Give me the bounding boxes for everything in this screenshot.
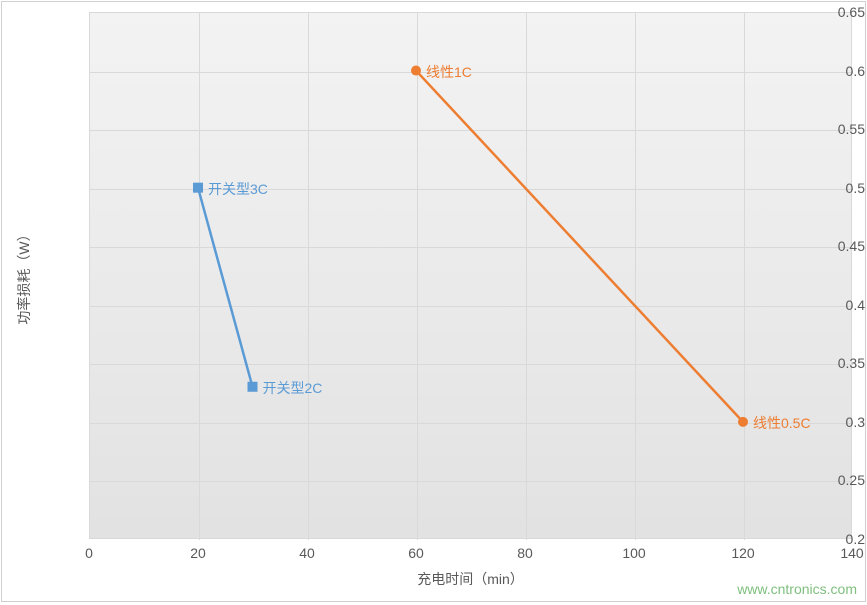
x-tick-label: 140 (840, 545, 863, 561)
data-label-linear-0: 线性1C (426, 62, 472, 82)
x-tick-label: 100 (622, 545, 645, 561)
marker-linear-0 (411, 66, 421, 76)
y-tick-label: 0.35 (786, 355, 865, 371)
x-tick-label: 120 (731, 545, 754, 561)
marker-switching-0 (193, 183, 203, 193)
data-label-switching-0: 开关型3C (208, 179, 268, 199)
y-tick-label: 0.4 (786, 297, 865, 313)
x-tick-label: 20 (190, 545, 206, 561)
series-line-switching (198, 188, 253, 387)
x-tick-label: 60 (408, 545, 424, 561)
watermark: www.cntronics.com (737, 581, 857, 597)
y-tick-label: 0.2 (786, 531, 865, 547)
y-tick-label: 0.45 (786, 238, 865, 254)
y-tick-label: 0.25 (786, 472, 865, 488)
marker-switching-1 (248, 382, 258, 392)
y-tick-label: 0.5 (786, 180, 865, 196)
x-tick-label: 0 (85, 545, 93, 561)
marker-linear-1 (738, 417, 748, 427)
y-tick-label: 0.55 (786, 121, 865, 137)
y-axis-label: 功率损耗（W） (14, 227, 34, 324)
data-label-switching-1: 开关型2C (263, 378, 323, 398)
y-tick-label: 0.65 (786, 4, 865, 20)
plot-svg (2, 2, 867, 605)
chart-container: 020406080100120140 0.20.250.30.350.40.45… (1, 1, 866, 602)
x-axis-label: 充电时间（min） (417, 569, 524, 589)
data-label-linear-1: 线性0.5C (753, 413, 811, 433)
series-line-linear (416, 71, 743, 422)
x-tick-label: 40 (299, 545, 315, 561)
x-tick-label: 80 (517, 545, 533, 561)
y-tick-label: 0.6 (786, 63, 865, 79)
